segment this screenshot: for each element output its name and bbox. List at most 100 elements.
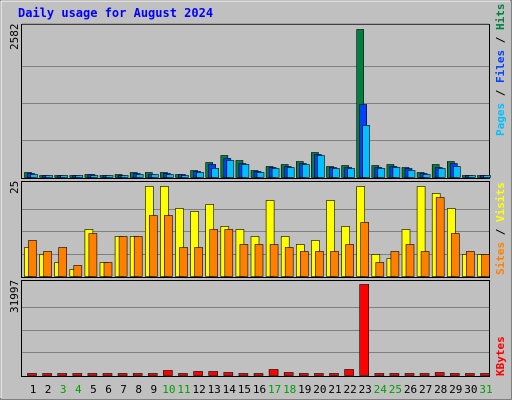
bar-sites-day-14 <box>224 229 234 277</box>
y-max-label-bot: 31997 <box>8 280 21 313</box>
bar-kbytes-day-31 <box>480 373 490 376</box>
x-tick-label: 6 <box>105 383 112 396</box>
bar-kbytes-day-3 <box>57 373 68 376</box>
bar-pages-day-5 <box>90 175 99 178</box>
bar-sites-day-4 <box>73 265 83 277</box>
bar-pages-day-2 <box>45 175 53 178</box>
y-max-label-top: 2582 <box>8 24 21 51</box>
bar-kbytes-day-24 <box>374 373 385 376</box>
x-tick-label: 7 <box>120 383 127 396</box>
bar-pages-day-31 <box>483 175 491 178</box>
bar-sites-day-29 <box>450 233 460 277</box>
legend-visits: Visits <box>494 182 507 222</box>
bar-kbytes-day-18 <box>283 372 294 376</box>
bar-pages-day-28 <box>437 168 446 178</box>
bar-kbytes-day-2 <box>42 373 52 376</box>
bar-kbytes-day-17 <box>268 369 279 376</box>
panel-hits-files-pages <box>21 23 490 179</box>
bar-sites-day-20 <box>315 251 324 277</box>
legend-hits: Hits <box>494 4 507 31</box>
bar-sites-day-2 <box>43 251 52 277</box>
bar-kbytes-day-6 <box>102 373 113 376</box>
bar-sites-day-26 <box>405 244 415 277</box>
bar-sites-day-27 <box>420 251 430 277</box>
x-tick-label: 11 <box>177 383 190 396</box>
bar-pages-day-12 <box>196 172 204 178</box>
x-tick-label: 17 <box>268 383 281 396</box>
x-tick-label: 20 <box>313 383 326 396</box>
legend-sites: Sites <box>494 242 507 275</box>
bar-pages-day-20 <box>317 155 325 178</box>
bar-sites-day-11 <box>179 247 188 277</box>
bar-sites-day-31 <box>481 254 490 277</box>
x-tick-label: 2 <box>45 383 52 396</box>
bar-pages-day-4 <box>75 175 84 178</box>
x-tick-label: 23 <box>359 383 372 396</box>
bar-sites-day-15 <box>239 244 249 277</box>
x-tick-label: 3 <box>60 383 67 396</box>
bar-sites-day-21 <box>330 251 339 277</box>
y-max-label-mid: 25 <box>8 181 21 194</box>
x-tick-label: 12 <box>192 383 205 396</box>
legend-files: Files <box>494 50 507 83</box>
bar-sites-day-25 <box>390 251 400 277</box>
bar-kbytes-day-28 <box>434 372 445 376</box>
x-tick-label: 28 <box>434 383 447 396</box>
bar-sites-day-12 <box>194 247 203 277</box>
bar-sites-day-7 <box>118 236 128 277</box>
bar-kbytes-day-11 <box>178 373 188 376</box>
bar-kbytes-day-13 <box>208 371 218 376</box>
bar-kbytes-day-4 <box>72 373 83 376</box>
bar-kbytes-day-10 <box>163 370 173 376</box>
bar-pages-day-6 <box>105 175 114 178</box>
bar-sites-day-9 <box>149 215 158 277</box>
bar-pages-day-21 <box>332 168 340 178</box>
bar-kbytes-day-14 <box>223 372 234 376</box>
bar-pages-day-15 <box>241 164 250 178</box>
legend-top: Pages / Files / Hits <box>494 4 507 137</box>
bar-pages-day-26 <box>407 170 416 178</box>
x-tick-label: 18 <box>283 383 296 396</box>
x-tick-label: 25 <box>389 383 402 396</box>
x-tick-label: 16 <box>253 383 266 396</box>
bar-pages-day-29 <box>452 166 461 178</box>
bar-pages-day-17 <box>271 168 280 178</box>
x-tick-label: 21 <box>328 383 341 396</box>
x-tick-label: 22 <box>343 383 356 396</box>
x-tick-label: 5 <box>90 383 97 396</box>
x-tick-label: 19 <box>298 383 311 396</box>
bar-sites-day-6 <box>103 262 113 277</box>
bar-sites-day-17 <box>269 244 279 277</box>
bar-kbytes-day-27 <box>419 373 430 376</box>
x-tick-label: 15 <box>238 383 251 396</box>
x-tick-label: 27 <box>419 383 432 396</box>
bar-kbytes-day-15 <box>238 373 249 376</box>
x-tick-label: 9 <box>150 383 157 396</box>
x-tick-label: 1 <box>30 383 37 396</box>
bar-kbytes-day-1 <box>27 373 37 376</box>
bar-pages-day-18 <box>286 167 295 178</box>
x-tick-label: 8 <box>135 383 142 396</box>
bar-kbytes-day-21 <box>329 373 339 376</box>
bar-kbytes-day-23 <box>359 284 370 376</box>
bar-kbytes-day-26 <box>404 373 415 376</box>
bar-pages-day-9 <box>151 174 159 178</box>
bar-pages-day-14 <box>226 160 235 178</box>
bar-sites-day-16 <box>254 244 264 277</box>
bars-layer <box>24 29 491 376</box>
x-tick-label: 10 <box>162 383 175 396</box>
bar-pages-day-13 <box>211 168 219 178</box>
bar-sites-day-28 <box>435 197 445 277</box>
bar-pages-day-24 <box>377 168 386 178</box>
x-tick-label: 29 <box>449 383 462 396</box>
bar-sites-day-10 <box>164 215 173 277</box>
bar-pages-day-23 <box>362 125 371 178</box>
x-tick-label: 24 <box>374 383 388 396</box>
x-axis-labels: 1 2 3 4 5 6 7 8 9 10 11 12 13 14 15 16 17 18 19 20 21 22 23 24 2… <box>30 383 493 396</box>
bar-kbytes-day-19 <box>298 373 309 376</box>
bar-kbytes-day-8 <box>132 373 143 376</box>
bar-kbytes-day-30 <box>465 373 475 376</box>
bar-pages-day-3 <box>60 175 69 178</box>
bar-pages-day-22 <box>347 168 355 178</box>
